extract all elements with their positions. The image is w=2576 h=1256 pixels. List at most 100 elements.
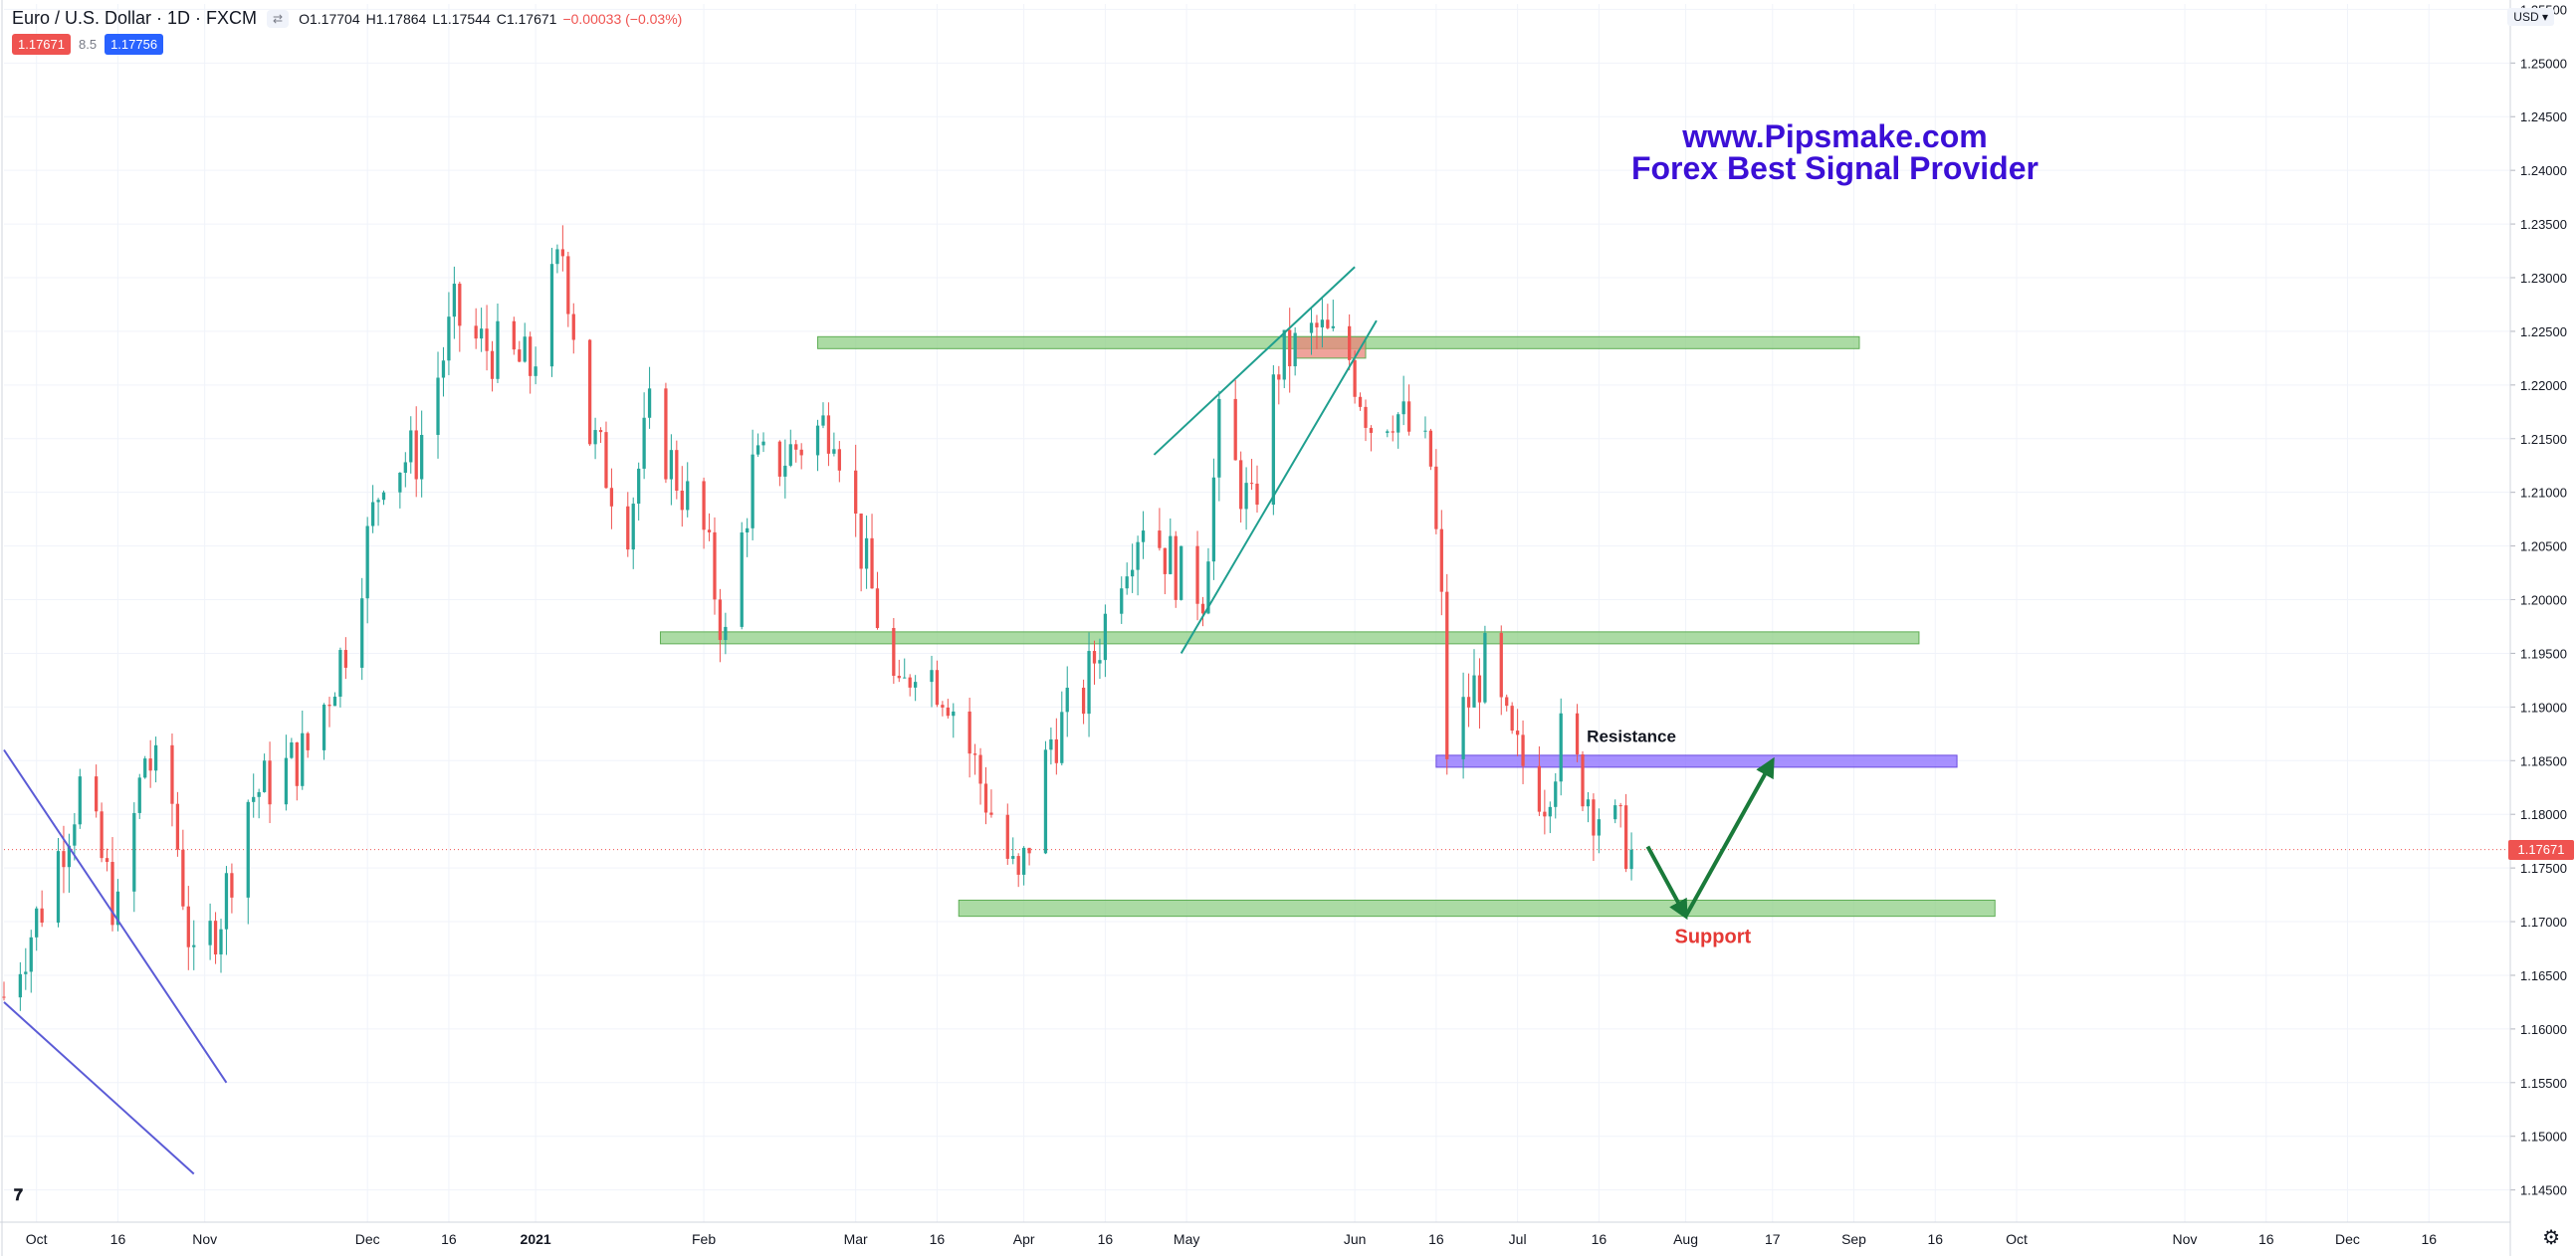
candle-body [1515,731,1520,735]
projection-arrows[interactable] [1645,756,1775,921]
candle-body [1623,805,1628,870]
candle-body [1180,545,1183,600]
candle-body [132,812,136,892]
price-tick-label: 1.20500 [2520,539,2567,554]
candle-body [1401,401,1405,415]
zone-zone [958,899,1996,918]
candle-body [485,328,489,351]
candle-body [1065,687,1069,713]
tradingview-logo-icon[interactable]: 𝟕 [14,1187,23,1204]
candle-body [208,921,212,945]
candle-body [143,758,147,778]
time-axis[interactable]: Oct 16 Nov Dec 16 2021 Feb Mar 16 Apr 16 May Jun 16 Ju… [0,1221,2510,1247]
price-axis[interactable]: 1.14500 1.15000 1.15500 1.16000 1.16500 1.170… [2509,0,2567,1256]
candle-body [1423,430,1427,432]
candle-body [875,588,880,629]
candle-body [40,908,44,924]
candle-body [799,449,803,456]
price-tick-label: 1.20000 [2520,593,2567,608]
candle-body [246,801,250,898]
compare-icon[interactable]: ⇄ [267,9,290,28]
time-tick-label: 16 [1098,1231,1114,1247]
gear-icon[interactable]: ⚙ [2542,1227,2560,1249]
candle-body [1391,431,1395,433]
price-tick-label: 1.25000 [2520,56,2567,71]
candle-body [252,796,256,802]
candle-body [1521,734,1525,766]
candle-body [946,707,950,717]
candle-body [1163,547,1167,574]
candle-body [224,873,229,930]
candle-body [290,741,294,758]
candle-body [1277,374,1281,380]
candle-body [403,462,407,474]
candle-body [301,733,305,786]
candle-body [332,696,337,707]
candle-body [262,760,267,792]
candle-body [637,468,641,505]
candle-body [1011,856,1015,859]
candle-body [718,599,723,641]
candle-body [626,506,630,550]
candle-body [647,388,652,418]
candle-body [675,450,679,491]
chart-grid [1,0,2510,1256]
candle-body [1559,713,1563,782]
candle-body [62,851,66,868]
candle-body [523,336,527,362]
trend-lines[interactable] [3,266,1378,1175]
candle-body [1288,329,1292,367]
price-tick-label: 1.22000 [2520,378,2567,393]
candle-body [105,858,109,863]
candle-body [534,366,537,376]
candle-body [1461,697,1465,759]
candle-body [1217,398,1221,478]
candle-body [414,430,418,480]
candle-body [707,529,712,532]
open-value: O1.17704 [299,10,360,27]
candle-body [1120,588,1124,614]
candle-body [479,328,484,339]
candle-body [631,504,635,550]
sell-button[interactable]: 1.17671 [12,34,71,55]
candle-body [1477,675,1482,703]
candle-body [1255,483,1259,506]
candle-body [669,450,674,480]
candle-body [1331,325,1335,328]
candle-body [1060,712,1064,763]
candle-body [1103,613,1108,661]
candle-body [1027,847,1031,854]
candle-body [908,677,912,688]
candle-body [571,314,575,340]
drawing-zones[interactable] [659,335,1996,918]
candle-body [686,481,690,511]
trend-line [1180,319,1378,654]
candle-body [702,481,706,530]
candle-body [1169,535,1173,574]
price-tick-label: 1.16000 [2520,1022,2567,1037]
candle-body [370,502,375,526]
candle-body [832,449,836,454]
close-value: C1.17671 [496,10,557,27]
candle-body [1483,632,1487,703]
candle-body [1428,430,1433,467]
candle-body [941,705,945,708]
time-tick-label: Dec [2335,1231,2360,1247]
candle-body [1158,530,1162,548]
candle-body [1043,749,1048,854]
candle-body [230,873,234,898]
price-tick-label: 1.15500 [2520,1076,2567,1091]
candle-body [642,417,646,469]
currency-label: USD [2513,10,2539,24]
trend-line [1153,266,1356,456]
candle-body [1353,359,1357,397]
candle-body [181,849,185,907]
time-tick-label: 16 [110,1231,126,1247]
buy-button[interactable]: 1.17756 [105,34,164,55]
candle-body [1136,541,1140,570]
price-tick-label: 1.18000 [2520,807,2567,822]
candle-body [381,492,386,501]
symbol-title[interactable]: Euro / U.S. Dollar · 1D · FXCM [12,8,258,28]
currency-selector[interactable]: USD ▾ [2507,8,2554,26]
